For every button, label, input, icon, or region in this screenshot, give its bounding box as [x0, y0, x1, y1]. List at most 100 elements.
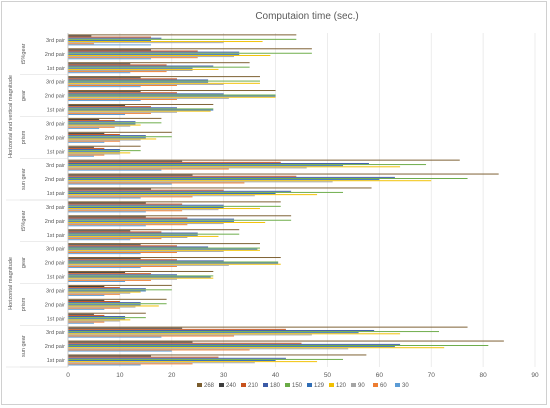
bar-120 — [68, 277, 214, 279]
bar-90 — [68, 195, 255, 197]
bar-60 — [68, 265, 177, 267]
bar-129 — [68, 234, 198, 236]
pair-label: 3rd pair — [46, 205, 65, 211]
bar-30 — [68, 100, 141, 102]
bar-60 — [68, 85, 177, 87]
x-tick-label: 10 — [116, 372, 124, 379]
bar-90 — [68, 348, 349, 350]
bar-210 — [68, 189, 224, 191]
bar-240 — [68, 272, 126, 274]
bar-129 — [68, 137, 146, 139]
bar-210 — [68, 78, 177, 80]
pair-label: 1st pair — [47, 149, 65, 155]
bar-150 — [68, 150, 141, 152]
bar-30 — [68, 308, 105, 310]
bar-180 — [68, 135, 146, 137]
bar-268 — [68, 326, 468, 328]
bar-240 — [68, 244, 141, 246]
bar-268 — [68, 284, 172, 286]
bar-30 — [68, 280, 126, 282]
bar-240 — [68, 327, 183, 329]
bar-150 — [68, 178, 468, 179]
bar-30 — [68, 336, 162, 338]
bar-90 — [68, 278, 177, 280]
legend-swatch — [197, 383, 202, 387]
bar-60 — [68, 126, 115, 128]
bar-129 — [68, 318, 126, 320]
bar-150 — [68, 219, 292, 221]
bar-240 — [68, 49, 152, 51]
bar-210 — [68, 147, 105, 149]
bar-30 — [68, 267, 141, 269]
bar-268 — [68, 76, 260, 78]
bar-180 — [68, 93, 224, 95]
bar-150 — [68, 261, 279, 263]
pair-label: 2nd pair — [45, 344, 65, 350]
bar-268 — [68, 215, 292, 217]
bar-120 — [68, 319, 131, 321]
bar-240 — [68, 202, 146, 204]
bar-120 — [68, 249, 260, 251]
bar-60 — [68, 238, 162, 240]
bar-268 — [68, 229, 240, 231]
bar-90 — [68, 97, 229, 99]
bar-90 — [68, 264, 229, 266]
x-tick-label: 50 — [324, 372, 332, 379]
bar-150 — [68, 164, 427, 166]
bar-240 — [68, 35, 92, 37]
pair-label: 2nd pair — [45, 177, 65, 183]
pair-label: 3rd pair — [46, 247, 65, 253]
bar-90 — [68, 167, 307, 169]
bar-30 — [68, 141, 105, 143]
bar-268 — [68, 117, 162, 119]
bar-120 — [68, 347, 445, 349]
bar-210 — [68, 342, 302, 344]
bar-60 — [68, 279, 152, 281]
subgroup-label: prism — [21, 130, 27, 144]
legend-label: 180 — [270, 383, 281, 389]
bar-180 — [68, 107, 177, 109]
pair-label: 1st pair — [47, 108, 65, 114]
bar-210 — [68, 50, 198, 52]
bar-30 — [68, 155, 94, 157]
bar-90 — [68, 181, 333, 183]
legend-label: 150 — [292, 383, 303, 389]
bar-30 — [68, 58, 152, 60]
bar-120 — [68, 235, 219, 237]
bar-180 — [68, 218, 235, 220]
bar-150 — [68, 358, 344, 360]
bar-268 — [68, 298, 167, 300]
bar-240 — [68, 160, 183, 162]
bar-30 — [68, 72, 131, 74]
bars — [68, 34, 504, 366]
bar-210 — [68, 314, 105, 316]
bar-90 — [68, 153, 120, 155]
bar-30 — [68, 211, 146, 213]
bar-60 — [68, 71, 167, 73]
bar-90 — [68, 56, 235, 58]
bar-90 — [68, 250, 224, 252]
pair-label: 3rd pair — [46, 121, 65, 127]
bar-268 — [68, 201, 281, 203]
legend-swatch — [307, 383, 312, 387]
bar-150 — [68, 38, 297, 40]
pair-label: 2nd pair — [45, 261, 65, 267]
x-tick-label: 70 — [428, 372, 436, 379]
bar-268 — [68, 34, 297, 36]
bar-150 — [68, 275, 214, 277]
bar-120 — [68, 82, 260, 84]
bar-120 — [68, 41, 263, 43]
bar-90 — [68, 292, 131, 294]
bar-180 — [68, 357, 286, 359]
bar-129 — [68, 360, 276, 362]
bar-60 — [68, 224, 188, 226]
bar-120 — [68, 305, 159, 307]
bar-120 — [68, 361, 318, 363]
bar-129 — [68, 346, 395, 348]
subgroup-label: gear — [21, 257, 27, 268]
bar-150 — [68, 66, 250, 68]
legend-label: 30 — [402, 383, 409, 389]
x-tick-label: 40 — [272, 372, 280, 379]
bar-210 — [68, 356, 219, 358]
